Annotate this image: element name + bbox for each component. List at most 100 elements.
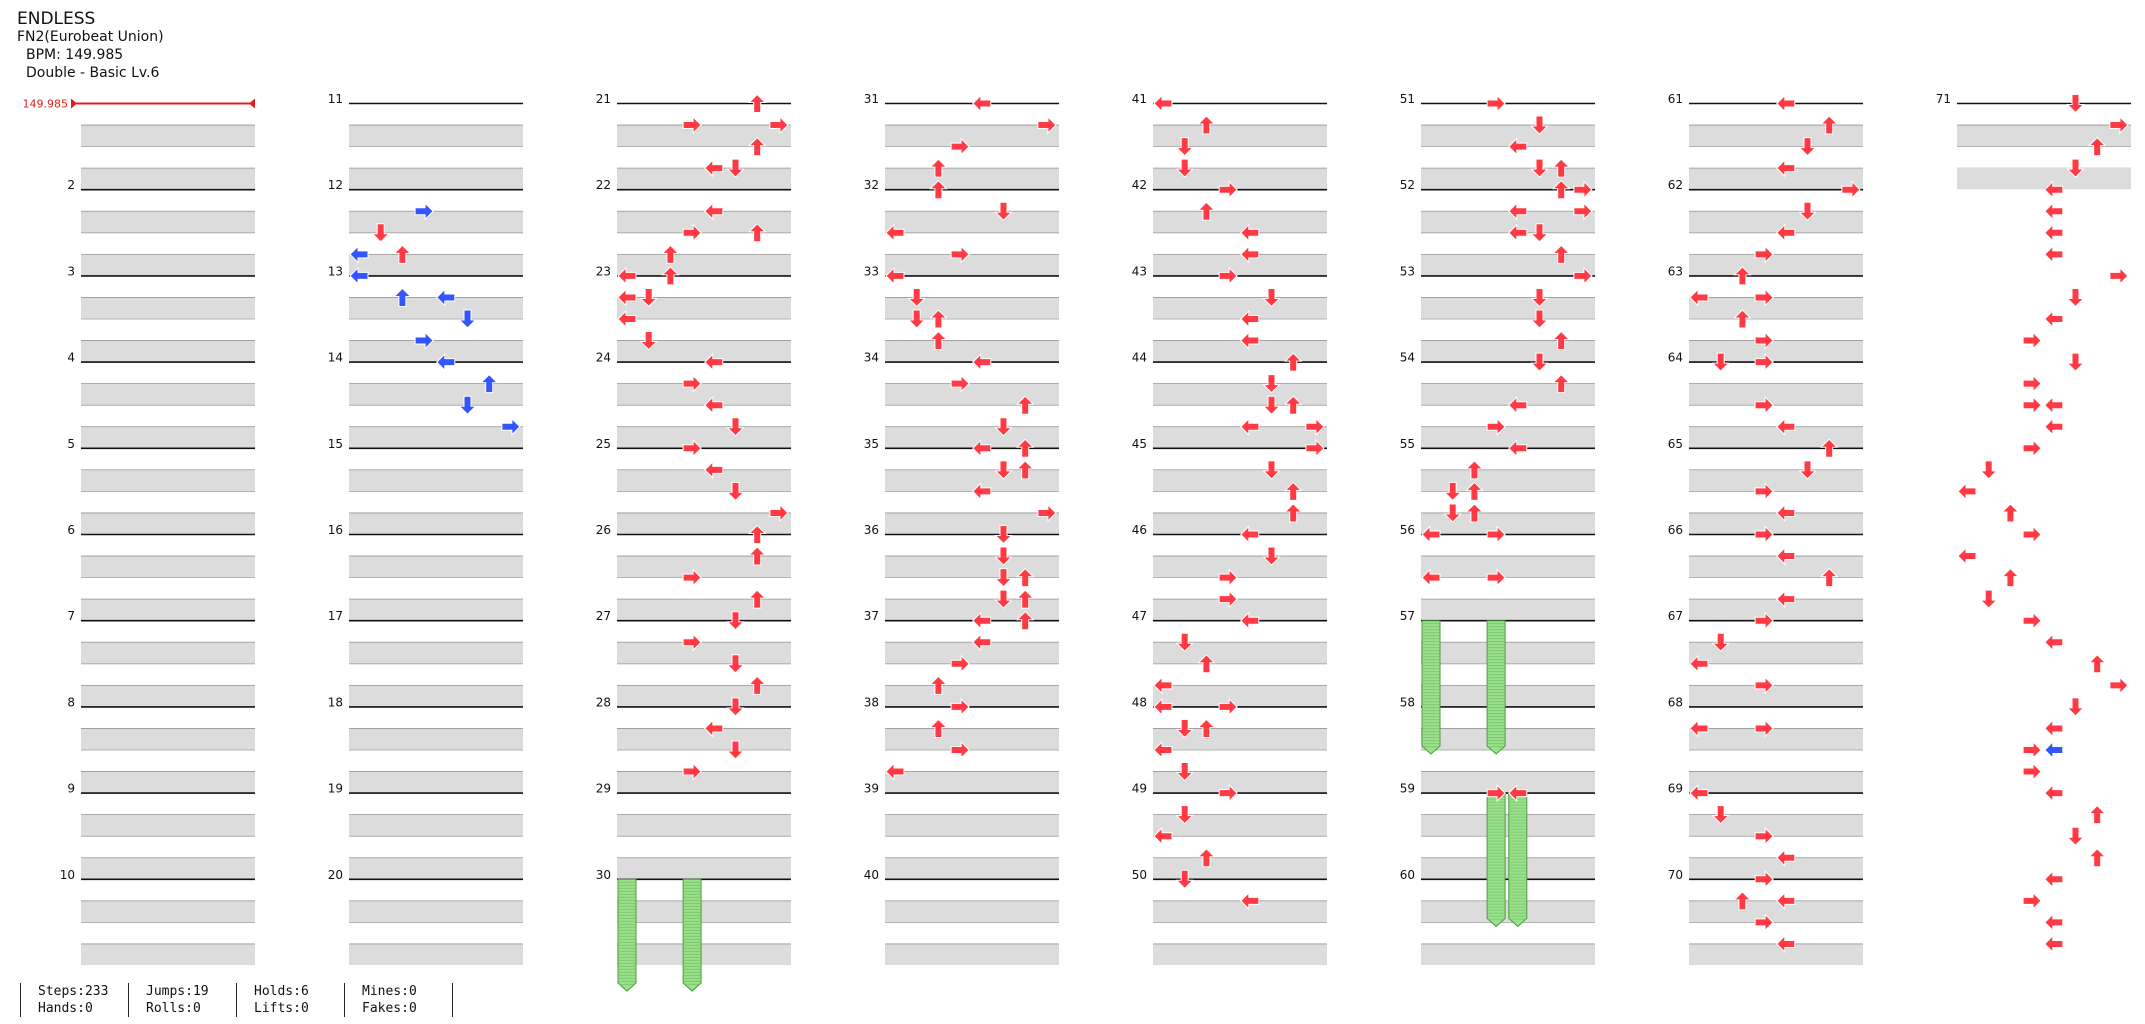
arrow-down-icon [726, 481, 745, 502]
measure-number: 55 [1400, 437, 1415, 451]
arrow-right-icon [950, 374, 970, 393]
arrow-left-icon [972, 633, 992, 652]
arrow-down-icon [1262, 287, 1281, 308]
beat-stripe [81, 943, 255, 965]
beat-stripe [1421, 727, 1595, 750]
arrow-up-icon [1015, 460, 1035, 480]
measure-number: 13 [328, 264, 343, 278]
beat-stripe [81, 253, 255, 276]
arrow-left-icon [617, 309, 637, 329]
measure-number: 12 [328, 178, 343, 192]
arrow-down-icon [726, 611, 745, 631]
beat-stripe [1689, 555, 1863, 578]
beat-stripe [617, 426, 791, 448]
arrow-right-icon [414, 202, 434, 221]
stat-lifts: Lifts:0 [254, 1001, 309, 1016]
arrow-down-icon [1262, 395, 1281, 415]
arrow-left-icon [617, 266, 637, 286]
arrow-down-icon [458, 309, 477, 329]
arrow-up-icon [1197, 848, 1216, 868]
measure-number: 17 [328, 609, 343, 623]
arrow-right-icon [1754, 826, 1774, 846]
arrow-right-icon [2022, 331, 2042, 350]
arrow-right-icon [2022, 891, 2042, 911]
measure-number: 8 [67, 695, 75, 709]
arrow-down-icon [726, 740, 745, 760]
arrow-up-icon [2001, 567, 2020, 588]
beat-stripe [81, 598, 255, 621]
beat-stripe [349, 296, 523, 319]
arrow-right-icon [1754, 611, 1774, 630]
beat-stripe [1153, 857, 1327, 879]
bpm-tick-left [71, 98, 77, 109]
hold-body [682, 878, 702, 992]
measure-number: 7 [67, 609, 75, 623]
arrow-left-icon [1508, 223, 1528, 243]
arrow-left-icon [1776, 94, 1796, 113]
arrow-down-icon [1175, 137, 1194, 157]
arrow-right-icon [1218, 266, 1238, 286]
arrow-right-icon [1218, 568, 1238, 587]
arrow-up-icon [747, 93, 767, 113]
arrow-up-icon [1283, 503, 1303, 523]
arrow-left-icon [1153, 826, 1173, 846]
measure-number: 35 [864, 437, 879, 451]
beat-stripe [617, 684, 791, 707]
beat-stripe [617, 383, 791, 405]
arrow-left-icon [1240, 891, 1260, 911]
measure-number: 32 [864, 178, 879, 192]
arrow-up-icon [929, 158, 948, 178]
arrow-left-icon [704, 202, 724, 221]
arrow-down-icon [371, 223, 390, 243]
beat-stripe [81, 340, 255, 362]
bpm-value: 149.985 [23, 98, 69, 111]
arrow-left-icon [1240, 245, 1260, 264]
measure-number: 29 [596, 782, 611, 796]
beat-stripe [885, 943, 1059, 965]
measure-number: 52 [1400, 178, 1415, 192]
beat-stripe [1689, 512, 1863, 534]
arrow-left-icon [1776, 891, 1796, 911]
beat-stripe [81, 469, 255, 491]
arrow-right-icon [2022, 439, 2042, 458]
arrow-up-icon [929, 309, 948, 329]
beat-stripe [81, 124, 255, 147]
arrow-left-icon [1689, 719, 1709, 738]
arrow-up-icon [2087, 136, 2107, 157]
arrow-down-icon [1175, 718, 1194, 739]
beat-stripe [1689, 771, 1863, 793]
arrow-left-icon [972, 611, 992, 630]
beat-stripe [1153, 210, 1327, 233]
measure-number: 47 [1132, 609, 1147, 623]
beat-stripe [81, 383, 255, 405]
arrow-left-icon [2044, 740, 2064, 760]
beat-stripe [885, 555, 1059, 578]
arrow-up-icon [747, 589, 767, 609]
arrow-right-icon [950, 740, 970, 760]
arrow-down-icon [1979, 589, 1998, 609]
arrow-up-icon [747, 524, 767, 544]
arrow-down-icon [2066, 94, 2085, 114]
measure-number: 21 [596, 92, 611, 106]
beat-stripe [1421, 512, 1595, 534]
beat-stripe [617, 253, 791, 276]
beat-stripe [885, 598, 1059, 621]
arrow-up-icon [929, 718, 948, 738]
beat-stripe [349, 598, 523, 621]
arrow-down-icon [726, 158, 745, 178]
beat-stripe [617, 167, 791, 190]
arrow-left-icon [1240, 309, 1260, 329]
arrow-up-icon [2087, 654, 2107, 674]
arrow-left-icon [1776, 546, 1796, 566]
beat-stripe [885, 641, 1059, 664]
arrow-right-icon [2109, 676, 2129, 695]
arrow-up-icon [1283, 352, 1303, 372]
stats-panel: Steps:233 Hands:0 Jumps:19 Rolls:0 Holds… [20, 983, 453, 1017]
arrow-left-icon [885, 223, 905, 243]
arrow-down-icon [1175, 869, 1194, 890]
beat-stripe [349, 727, 523, 750]
stats-col-steps: Steps:233 Hands:0 [20, 983, 128, 1017]
measure-number: 45 [1132, 437, 1147, 451]
arrow-down-icon [2066, 287, 2085, 308]
measure-number: 50 [1132, 868, 1147, 882]
